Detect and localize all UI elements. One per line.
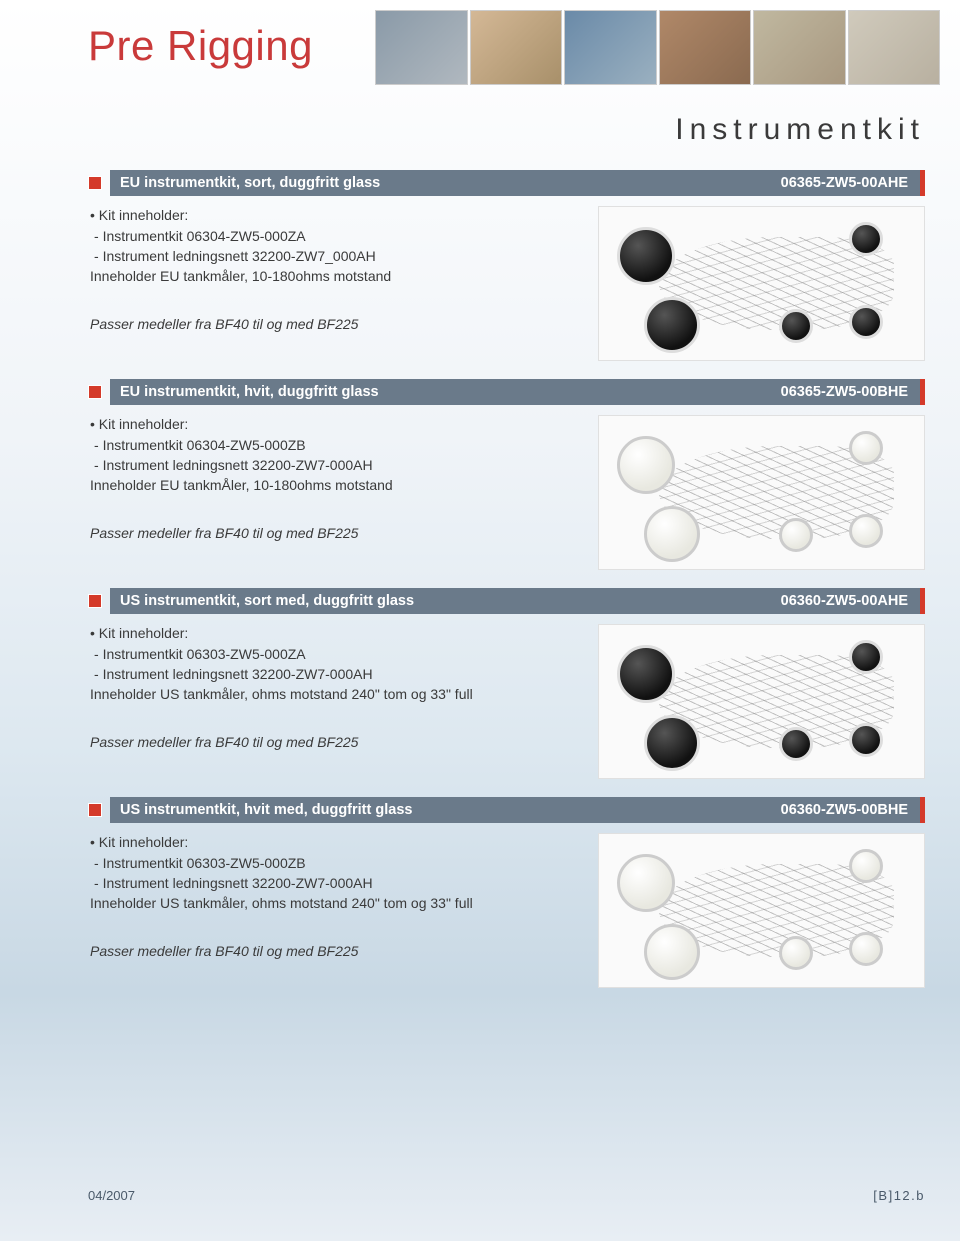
accent-square-icon [88,803,102,817]
product-title-bar: EU instrumentkit, sort, duggfritt glass0… [88,170,925,196]
fits-models: Passer medeller fra BF40 til og med BF22… [90,942,578,962]
product-title: EU instrumentkit, sort, duggfritt glass [110,170,745,196]
footer-page-ref: [B]12.b [873,1188,925,1203]
product-code: 06365-ZW5-00BHE [745,379,925,405]
product-code: 06365-ZW5-00AHE [745,170,925,196]
product-description: • Kit inneholder:Instrumentkit 06304-ZW5… [88,415,578,543]
gauge-icon [849,640,883,674]
product-code: 06360-ZW5-00BHE [745,797,925,823]
accent-square-icon [88,176,102,190]
product-title: EU instrumentkit, hvit, duggfritt glass [110,379,745,405]
fits-models: Passer medeller fra BF40 til og med BF22… [90,733,578,753]
product-image [598,624,925,779]
kit-label: • Kit inneholder: [90,833,578,853]
product-title-bar: EU instrumentkit, hvit, duggfritt glass0… [88,379,925,405]
kit-contents-item: Instrument ledningsnett 32200-ZW7-000AH [94,456,578,476]
product-title: US instrumentkit, hvit med, duggfritt gl… [110,797,745,823]
gauge-icon [617,854,675,912]
gauge-icon [779,936,813,970]
kit-contents-list: Instrumentkit 06304-ZW5-000ZBInstrument … [90,436,578,476]
gauge-icon [644,924,700,980]
section-title: Instrumentkit [675,113,925,147]
header-photo [564,10,657,85]
product-title: US instrumentkit, sort med, duggfritt gl… [110,588,745,614]
product-description: • Kit inneholder:Instrumentkit 06303-ZW5… [88,624,578,752]
gauge-icon [849,305,883,339]
product-description: • Kit inneholder:Instrumentkit 06303-ZW5… [88,833,578,961]
product-image [598,833,925,988]
product-code: 06360-ZW5-00AHE [745,588,925,614]
header-photo [375,10,468,85]
product-block: EU instrumentkit, sort, duggfritt glass0… [88,170,925,361]
kit-label: • Kit inneholder: [90,624,578,644]
kit-extra-line: Inneholder US tankmåler, ohms motstand 2… [90,685,578,705]
gauge-icon [617,436,675,494]
page-title: Pre Rigging [88,22,313,70]
gauge-icon [849,514,883,548]
gauge-icon [617,645,675,703]
product-block: US instrumentkit, sort med, duggfritt gl… [88,588,925,779]
kit-contents-list: Instrumentkit 06303-ZW5-000ZAInstrument … [90,645,578,685]
product-body: • Kit inneholder:Instrumentkit 06304-ZW5… [88,206,925,361]
fits-models: Passer medeller fra BF40 til og med BF22… [90,315,578,335]
accent-square-icon [88,594,102,608]
gauge-icon [849,222,883,256]
kit-contents-list: Instrumentkit 06304-ZW5-000ZAInstrument … [90,227,578,267]
kit-extra-line: Inneholder EU tankmåler, 10-180ohms mots… [90,267,578,287]
kit-contents-item: Instrumentkit 06303-ZW5-000ZB [94,854,578,874]
header-photo [753,10,846,85]
gauge-icon [849,932,883,966]
gauge-icon [779,518,813,552]
gauge-icon [617,227,675,285]
product-body: • Kit inneholder:Instrumentkit 06303-ZW5… [88,624,925,779]
gauge-icon [779,727,813,761]
product-block: US instrumentkit, hvit med, duggfritt gl… [88,797,925,988]
header-photo-strip [375,10,940,85]
page-footer: 04/2007 [B]12.b [88,1188,925,1203]
kit-contents-item: Instrumentkit 06303-ZW5-000ZA [94,645,578,665]
product-title-bar: US instrumentkit, hvit med, duggfritt gl… [88,797,925,823]
gauge-icon [779,309,813,343]
header-photo [470,10,563,85]
gauge-icon [644,506,700,562]
kit-extra-line: Inneholder US tankmåler, ohms motstand 2… [90,894,578,914]
gauge-icon [849,723,883,757]
header-photo [848,10,941,85]
fits-models: Passer medeller fra BF40 til og med BF22… [90,524,578,544]
kit-contents-list: Instrumentkit 06303-ZW5-000ZBInstrument … [90,854,578,894]
product-block: EU instrumentkit, hvit, duggfritt glass0… [88,379,925,570]
product-list: EU instrumentkit, sort, duggfritt glass0… [88,170,925,1006]
product-body: • Kit inneholder:Instrumentkit 06304-ZW5… [88,415,925,570]
product-body: • Kit inneholder:Instrumentkit 06303-ZW5… [88,833,925,988]
gauge-icon [849,849,883,883]
accent-square-icon [88,385,102,399]
kit-contents-item: Instrumentkit 06304-ZW5-000ZB [94,436,578,456]
kit-extra-line: Inneholder EU tankmÅler, 10-180ohms mots… [90,476,578,496]
product-image [598,206,925,361]
kit-contents-item: Instrument ledningsnett 32200-ZW7-000AH [94,874,578,894]
product-title-bar: US instrumentkit, sort med, duggfritt gl… [88,588,925,614]
header-photo [659,10,752,85]
kit-label: • Kit inneholder: [90,206,578,226]
kit-contents-item: Instrument ledningsnett 32200-ZW7_000AH [94,247,578,267]
product-description: • Kit inneholder:Instrumentkit 06304-ZW5… [88,206,578,334]
kit-label: • Kit inneholder: [90,415,578,435]
product-image [598,415,925,570]
gauge-icon [644,715,700,771]
gauge-icon [644,297,700,353]
gauge-icon [849,431,883,465]
footer-date: 04/2007 [88,1188,135,1203]
kit-contents-item: Instrumentkit 06304-ZW5-000ZA [94,227,578,247]
kit-contents-item: Instrument ledningsnett 32200-ZW7-000AH [94,665,578,685]
